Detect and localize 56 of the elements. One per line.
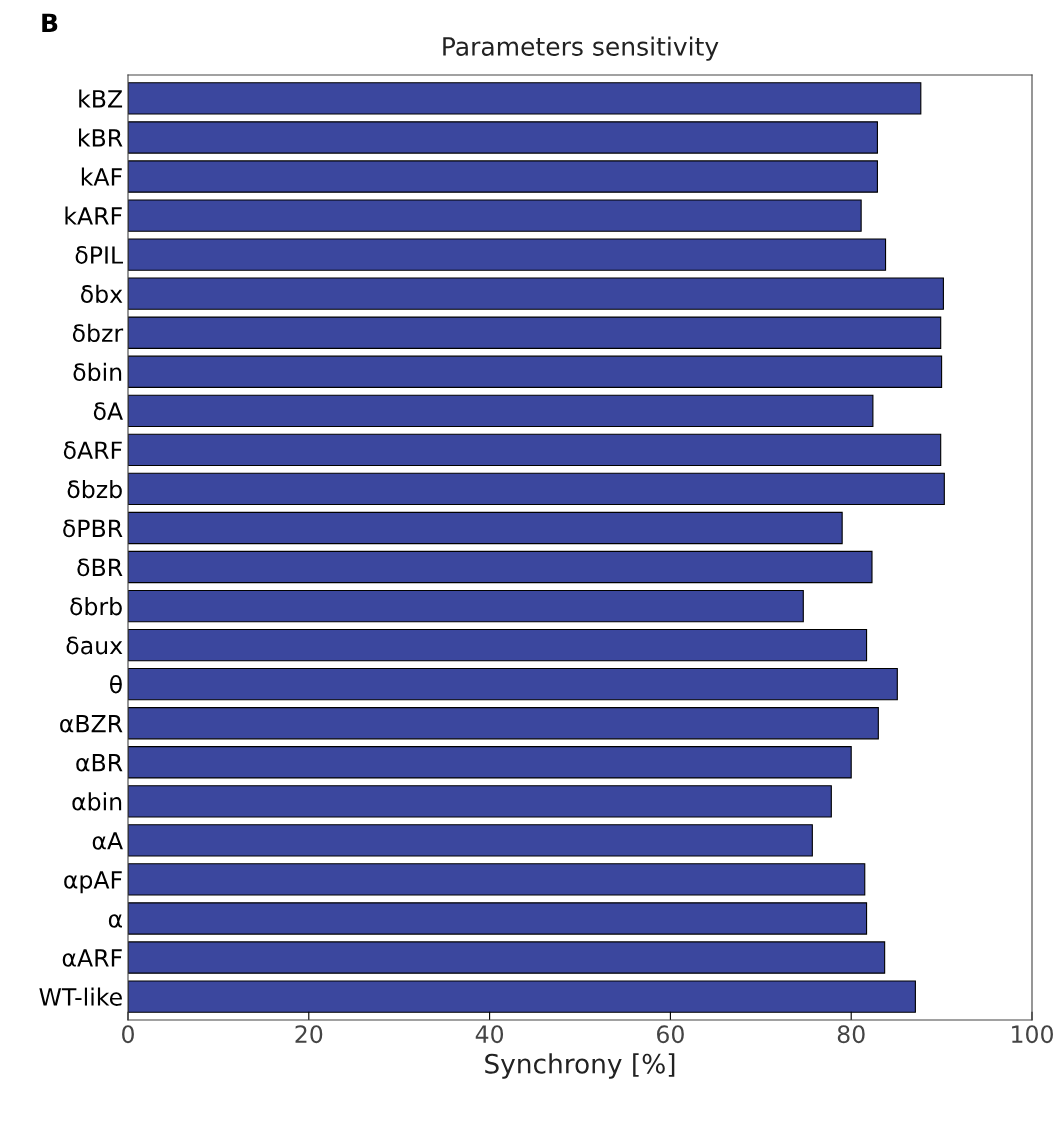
y-tick-label: δPBR [63,519,123,538]
y-tick-label: kARF [65,206,122,225]
bar [128,550,873,584]
bar [128,394,874,428]
y-tick-label: δARF [63,441,122,460]
bar [128,160,878,193]
y-tick-label: kBZ [79,89,123,108]
y-tick-label: θ [109,675,122,694]
x-tick-label: 20 [295,1025,323,1044]
y-tick-label: αBZR [60,714,123,733]
bar [128,707,879,740]
bar [128,472,945,506]
y-tick-label: δbzb [67,479,122,499]
y-tick-label: αA [92,832,123,850]
y-tick-label: αBR [76,754,123,772]
bar [128,355,943,388]
bar [128,746,852,779]
bar [128,941,886,974]
y-tick-label: αpAF [64,871,122,894]
bar [128,824,813,857]
bar [128,433,942,467]
bar [128,238,887,271]
y-tick-label: δbx [81,284,123,303]
bar [128,785,832,818]
bar [128,316,942,349]
bar [128,902,868,935]
y-tick-label: kAF [81,167,122,186]
y-tick-label: δbrb [70,597,122,616]
bar [128,121,878,154]
y-tick-label: WT-like [39,987,122,1006]
y-tick-label: δBR [77,558,123,577]
x-tick-label: 80 [837,1025,865,1044]
bar [128,82,922,115]
y-tick-label: αARF [62,949,122,967]
bar [128,277,944,310]
y-tick-label: αbin [72,792,122,811]
chart-title: Parameters sensitivity [443,36,719,61]
x-axis-title: Synchrony [%] [485,1053,675,1079]
y-tick-label: δaux [66,636,123,655]
y-tick-label: kBR [79,128,123,147]
bar [128,589,804,623]
bar [128,863,866,896]
y-tick-label: δbin [73,362,122,382]
y-tick-label: δPIL [75,246,124,264]
x-tick-label: 60 [657,1025,684,1044]
y-tick-label: δbzr [72,323,124,343]
bar [128,511,843,545]
bar [128,199,862,232]
text: B [42,13,58,32]
x-tick-label: 0 [122,1025,134,1044]
y-tick-label: α [108,914,123,928]
bar [128,667,898,701]
bar [128,628,868,662]
x-tick-label: 100 [1012,1025,1053,1044]
y-tick-label: δA [93,402,123,421]
x-tick-label: 40 [475,1025,504,1044]
